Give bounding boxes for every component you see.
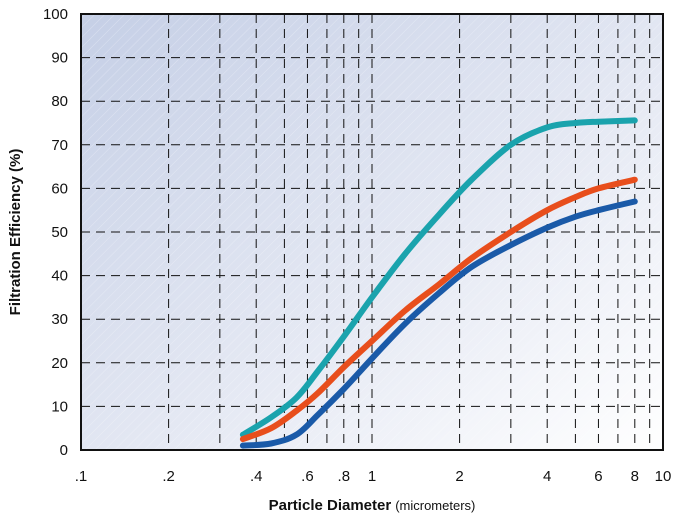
series-line	[239, 198, 638, 449]
y-tick-label: 0	[60, 442, 68, 459]
x-tick-label: .8	[338, 468, 351, 485]
y-tick-label: 10	[51, 398, 68, 415]
series-line	[239, 117, 638, 438]
x-tick-label: .4	[250, 468, 263, 485]
x-axis-title-main: Particle Diameter	[269, 497, 392, 514]
x-tick-label: 4	[543, 468, 551, 485]
y-axis-title: Filtration Efficiency (%)	[7, 149, 24, 316]
x-tick-label: .2	[162, 468, 175, 485]
x-tick-label: .6	[301, 468, 314, 485]
x-tick-label: 8	[631, 468, 639, 485]
x-tick-labels: .1 .2 .4 .6 .8 1 2 4 6 8 10	[75, 468, 672, 485]
y-tick-label: 40	[51, 268, 68, 285]
x-tick-label: 2	[455, 468, 463, 485]
y-tick-label: 20	[51, 355, 68, 372]
y-tick-label: 70	[51, 137, 68, 154]
y-tick-label: 90	[51, 50, 68, 67]
series-line	[239, 176, 638, 443]
y-tick-label: 100	[43, 6, 68, 23]
data-series	[239, 117, 638, 449]
y-tick-labels: 0 10 20 30 40 50 60 70 80 90 100	[43, 6, 68, 459]
y-tick-label: 50	[51, 224, 68, 241]
x-tick-label: 1	[368, 468, 376, 485]
x-tick-label: 6	[594, 468, 602, 485]
y-tick-label: 80	[51, 93, 68, 110]
x-tick-label: .1	[75, 468, 88, 485]
y-tick-label: 30	[51, 311, 68, 328]
x-axis-title-unit: (micrometers)	[395, 498, 475, 513]
y-tick-label: 60	[51, 180, 68, 197]
x-tick-label: 10	[655, 468, 672, 485]
plot-frame	[80, 13, 664, 451]
x-axis-title: Particle Diameter (micrometers)	[269, 497, 476, 514]
